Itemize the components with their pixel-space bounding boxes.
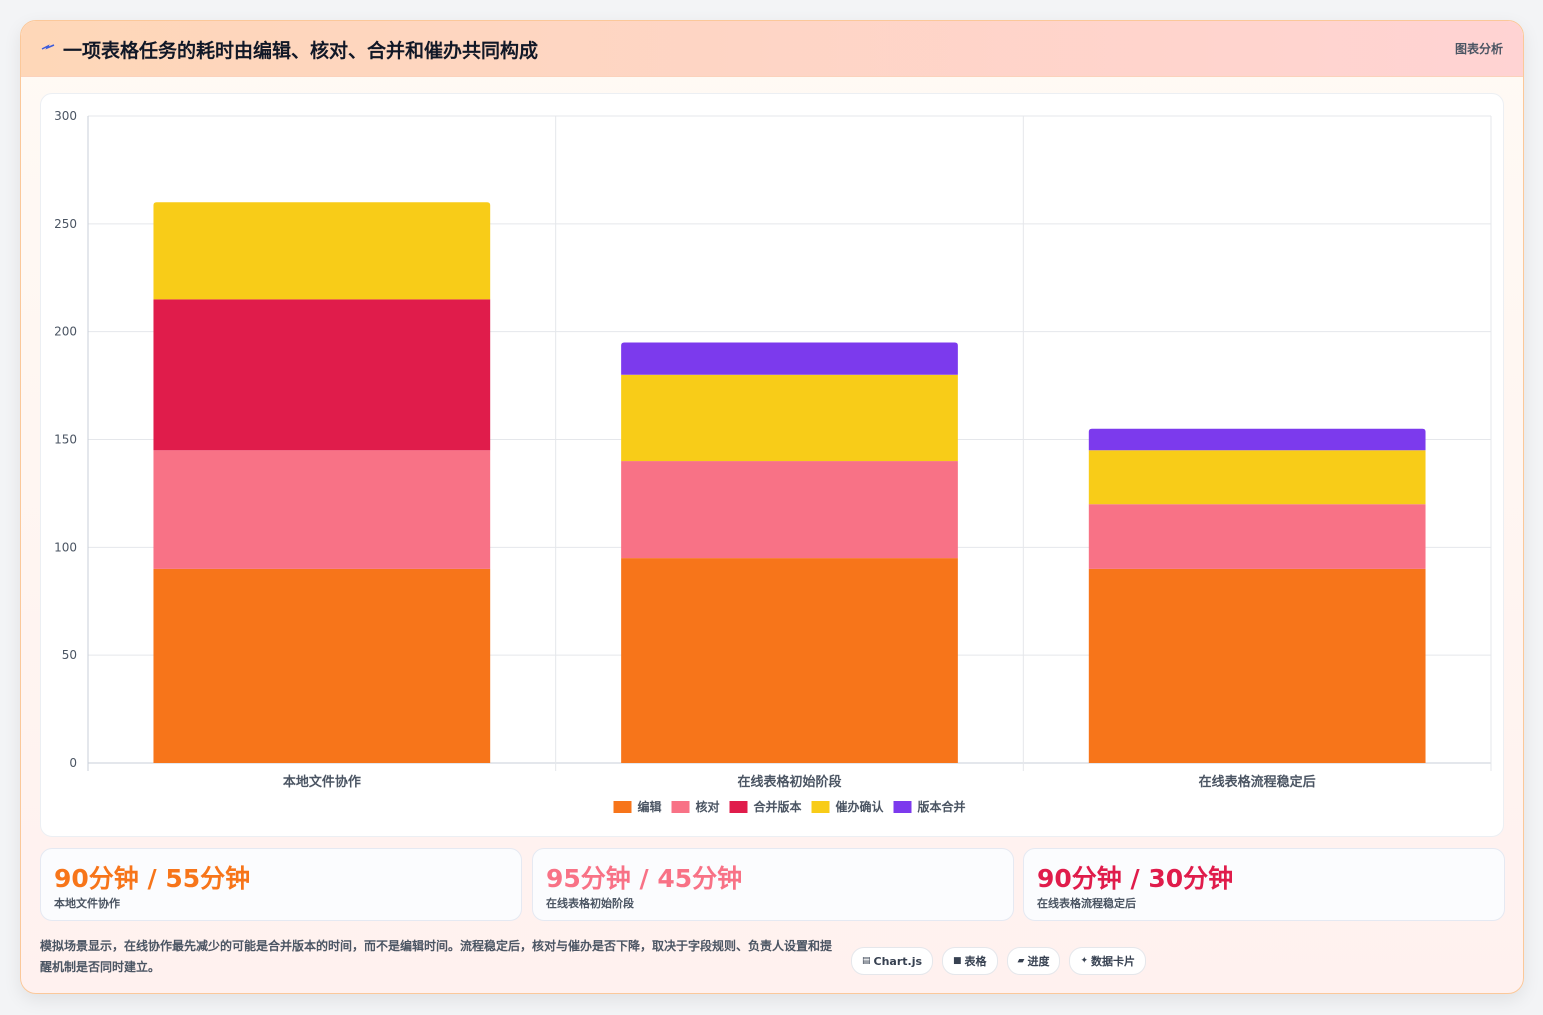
bar-segment bbox=[621, 461, 958, 559]
legend-label: 催办确认 bbox=[836, 799, 885, 814]
stat-label: 在线表格流程稳定后 bbox=[1037, 897, 1136, 910]
table-icon: ■ bbox=[953, 956, 962, 966]
legend-swatch bbox=[811, 801, 830, 813]
y-tick-label: 100 bbox=[54, 540, 77, 554]
chart-title: 一项表格任务的耗时由编辑、核对、合并和催办共同构成 bbox=[63, 40, 539, 62]
stat-card-local: 90分钟 / 55分钟 本地文件协作 bbox=[40, 848, 522, 921]
stat-label: 在线表格初始阶段 bbox=[546, 897, 634, 910]
bar-segment bbox=[1088, 504, 1426, 569]
legend-label: 核对 bbox=[696, 799, 720, 814]
lightning-icon bbox=[41, 44, 55, 50]
bar-segment bbox=[153, 299, 491, 451]
tag-label: 表格 bbox=[964, 955, 987, 968]
bar-segment bbox=[621, 558, 958, 763]
tag-label: 进度 bbox=[1027, 955, 1050, 968]
y-tick-label: 150 bbox=[54, 433, 77, 447]
tag-progress[interactable]: ▰ 进度 bbox=[1006, 947, 1061, 975]
legend-swatch bbox=[729, 801, 748, 813]
x-tick-label: 本地文件协作 bbox=[283, 774, 361, 790]
stat-value: 90分钟 / 30分钟 bbox=[1037, 864, 1234, 893]
card: 一项表格任务的耗时由编辑、核对、合并和催办共同构成 图表分析 0 50 100 150… bbox=[20, 20, 1524, 994]
stacked-bar-chart: 0 50 100 150 200 250 300 本地文件协作 在线表格初始阶段 在线表格流程稳定… bbox=[54, 109, 1492, 814]
progress-icon: ▰ bbox=[1017, 956, 1025, 966]
tag-chartjs[interactable]: ▤ Chart.js bbox=[851, 947, 934, 975]
card-header: 一项表格任务的耗时由编辑、核对、合并和催办共同构成 图表分析 bbox=[21, 21, 1523, 77]
stat-label: 本地文件协作 bbox=[54, 897, 120, 910]
footnote: 模拟场景显示，在线协作最先减少的可能是合并版本的时间，而不是编辑时间。流程稳定后… bbox=[40, 939, 833, 974]
tag-list: ▤ Chart.js ■ 表格 ▰ 进度 ✦ 数据卡片 bbox=[851, 947, 1147, 975]
bar-segment bbox=[153, 202, 491, 300]
y-tick-label: 0 bbox=[69, 756, 77, 770]
chart-analysis-link[interactable]: 图表分析 bbox=[1454, 42, 1503, 56]
y-tick-label: 50 bbox=[62, 648, 77, 662]
sparkle-icon: ✦ bbox=[1080, 956, 1089, 966]
x-tick-label: 在线表格初始阶段 bbox=[737, 774, 841, 790]
legend-swatch bbox=[613, 801, 632, 813]
y-tick-label: 250 bbox=[54, 217, 77, 231]
y-tick-label: 200 bbox=[54, 325, 77, 339]
stat-value: 95分钟 / 45分钟 bbox=[546, 864, 743, 893]
chart-icon: ▤ bbox=[862, 956, 871, 966]
legend-label: 合并版本 bbox=[754, 799, 802, 814]
stat-value: 90分钟 / 55分钟 bbox=[54, 864, 251, 893]
bar-segment bbox=[1088, 568, 1426, 763]
tag-label: 数据卡片 bbox=[1091, 955, 1136, 968]
legend-swatch bbox=[893, 801, 912, 813]
legend-label: 版本合并 bbox=[918, 799, 966, 814]
chart-panel: 0 50 100 150 200 250 300 本地文件协作 在线表格初始阶段 在线表格流程稳定… bbox=[40, 93, 1504, 837]
bar-segment bbox=[153, 450, 491, 569]
legend-label: 编辑 bbox=[637, 799, 662, 814]
bar-segment bbox=[1088, 450, 1426, 505]
legend-swatch bbox=[671, 801, 690, 813]
bar-segment bbox=[621, 342, 958, 375]
tag-label: Chart.js bbox=[873, 954, 923, 968]
stat-card-online-initial: 95分钟 / 45分钟 在线表格初始阶段 bbox=[532, 848, 1014, 921]
stat-card-online-stable: 90分钟 / 30分钟 在线表格流程稳定后 bbox=[1023, 848, 1505, 921]
bar-segment bbox=[153, 568, 491, 763]
tag-data-card[interactable]: ✦ 数据卡片 bbox=[1069, 947, 1147, 975]
y-tick-label: 300 bbox=[54, 109, 77, 123]
bar-segment bbox=[1088, 428, 1426, 451]
tag-table[interactable]: ■ 表格 bbox=[942, 947, 998, 975]
bar-segment bbox=[621, 374, 958, 462]
x-tick-label: 在线表格流程稳定后 bbox=[1199, 774, 1316, 790]
